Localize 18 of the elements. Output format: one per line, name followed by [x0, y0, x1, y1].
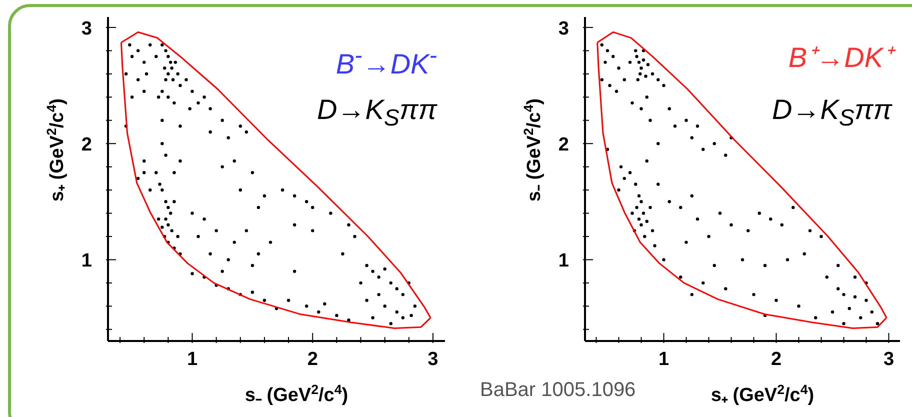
- x-tick-label: 1: [186, 349, 198, 370]
- y-tick-label: 2: [81, 134, 92, 156]
- x-tick-label: 2: [307, 349, 318, 370]
- y-tick-label: 3: [558, 18, 569, 40]
- annotation: B$^{-}$→DK$^{-}$: [336, 42, 437, 80]
- x-tick-label: 1: [658, 349, 670, 370]
- x-tick-label: 3: [883, 349, 894, 370]
- annotation: D→K$_{S}$ππ: [317, 94, 437, 131]
- annotation: D→K$_{S}$ππ: [772, 94, 892, 131]
- y-tick-label: 2: [558, 134, 569, 156]
- y-tick-label: 3: [81, 18, 92, 40]
- y-tick-label: 1: [558, 250, 570, 272]
- text: BaBar 1005.1096: [480, 379, 636, 401]
- x-axis-title: s₋ (GeV$^{2}$/c$^{4}$): [244, 382, 348, 406]
- y-tick-label: 1: [81, 250, 92, 272]
- x-tick-label: 3: [428, 349, 438, 370]
- x-axis-title: s₊ (GeV$^{2}$/c$^{4}$): [710, 382, 814, 406]
- x-tick-label: 2: [770, 349, 782, 370]
